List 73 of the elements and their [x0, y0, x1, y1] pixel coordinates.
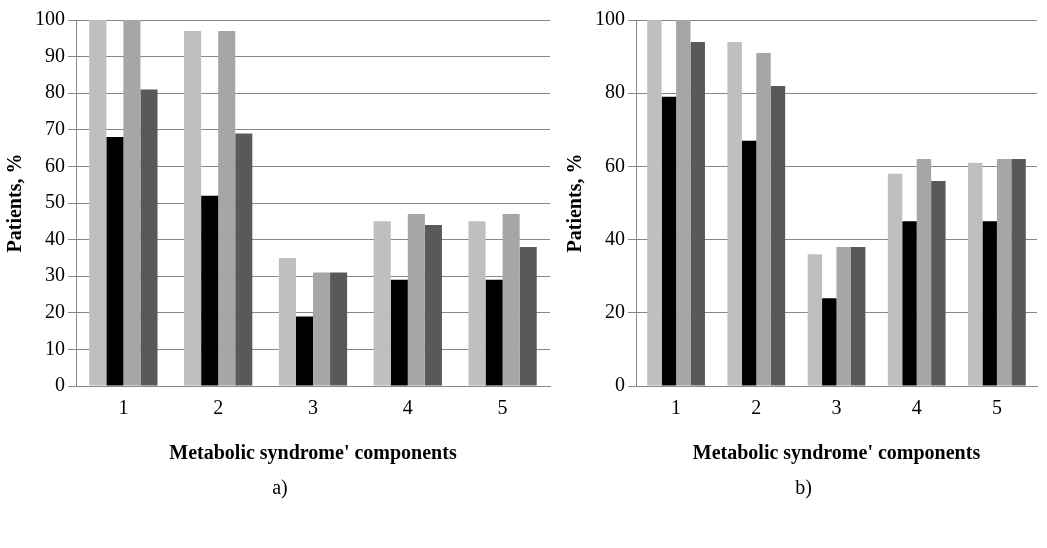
- bar: [123, 20, 141, 386]
- bar: [982, 221, 997, 386]
- bar: [485, 279, 503, 386]
- bar: [996, 159, 1012, 386]
- bar: [373, 221, 391, 386]
- y-tick-label: 60: [45, 153, 65, 176]
- x-axis-title: Metabolic syndrome' components: [169, 441, 457, 465]
- y-tick-label: 30: [45, 263, 65, 286]
- x-tick-label: 3: [831, 396, 842, 419]
- x-axis-title: Metabolic syndrome' components: [692, 441, 981, 465]
- bar: [140, 89, 158, 386]
- bar: [690, 41, 705, 386]
- y-tick-label: 100: [595, 7, 625, 30]
- bar: [756, 52, 771, 386]
- text: a): [271, 476, 289, 499]
- bar: [424, 224, 442, 386]
- bar: [519, 246, 537, 386]
- y-tick-label: 60: [605, 153, 625, 176]
- bar: [390, 279, 408, 386]
- bar: [887, 173, 903, 386]
- y-tick-label: 40: [45, 226, 65, 249]
- y-tick-label: 10: [45, 336, 65, 359]
- bar: [313, 272, 331, 386]
- y-tick-label: 20: [45, 300, 65, 323]
- bar: [931, 181, 946, 386]
- x-tick-label: 1: [671, 396, 682, 419]
- bar: [89, 20, 107, 386]
- bar: [218, 30, 236, 386]
- bar: [184, 30, 202, 386]
- bar: [235, 133, 253, 386]
- bar: [106, 137, 124, 386]
- x-tick-label: 4: [911, 396, 922, 419]
- x-tick-label: 2: [213, 396, 224, 419]
- bar: [902, 221, 917, 386]
- y-tick-label: 70: [45, 117, 65, 140]
- text: b): [794, 476, 813, 499]
- y-tick-label: 90: [45, 43, 65, 66]
- y-tick-label: 20: [605, 300, 625, 323]
- bar: [502, 213, 520, 386]
- x-tick-label: 3: [308, 396, 318, 419]
- x-tick-label: 5: [991, 396, 1002, 419]
- x-tick-label: 2: [751, 396, 762, 419]
- y-tick-label: 80: [605, 80, 625, 103]
- bar: [770, 85, 786, 386]
- bar: [647, 20, 662, 386]
- bar: [807, 254, 823, 386]
- y-tick-label: 0: [615, 373, 625, 396]
- bar: [741, 140, 757, 386]
- bar: [850, 246, 866, 386]
- bar: [295, 316, 313, 386]
- bar: [916, 159, 932, 386]
- bar: [330, 272, 348, 386]
- bar: [468, 221, 486, 386]
- y-tick-label: 80: [45, 80, 65, 103]
- x-tick-label: 1: [118, 396, 129, 419]
- y-axis-title: Patients, %: [3, 153, 26, 253]
- y-tick-label: 50: [45, 190, 65, 213]
- bar: [201, 195, 219, 386]
- y-tick-label: 40: [605, 226, 625, 249]
- bar: [407, 213, 425, 386]
- bar: [676, 20, 691, 386]
- bar: [836, 246, 851, 386]
- y-tick-label: 100: [35, 7, 65, 30]
- bar: [1011, 159, 1026, 386]
- bar: [968, 162, 983, 386]
- bar: [661, 96, 677, 386]
- bar: [822, 298, 837, 386]
- y-tick-label: 0: [55, 373, 65, 396]
- y-axis-title: Patients, %: [563, 153, 586, 253]
- x-tick-label: 5: [497, 396, 508, 419]
- bar: [727, 41, 742, 386]
- bar: [278, 257, 296, 386]
- x-tick-label: 4: [402, 396, 413, 419]
